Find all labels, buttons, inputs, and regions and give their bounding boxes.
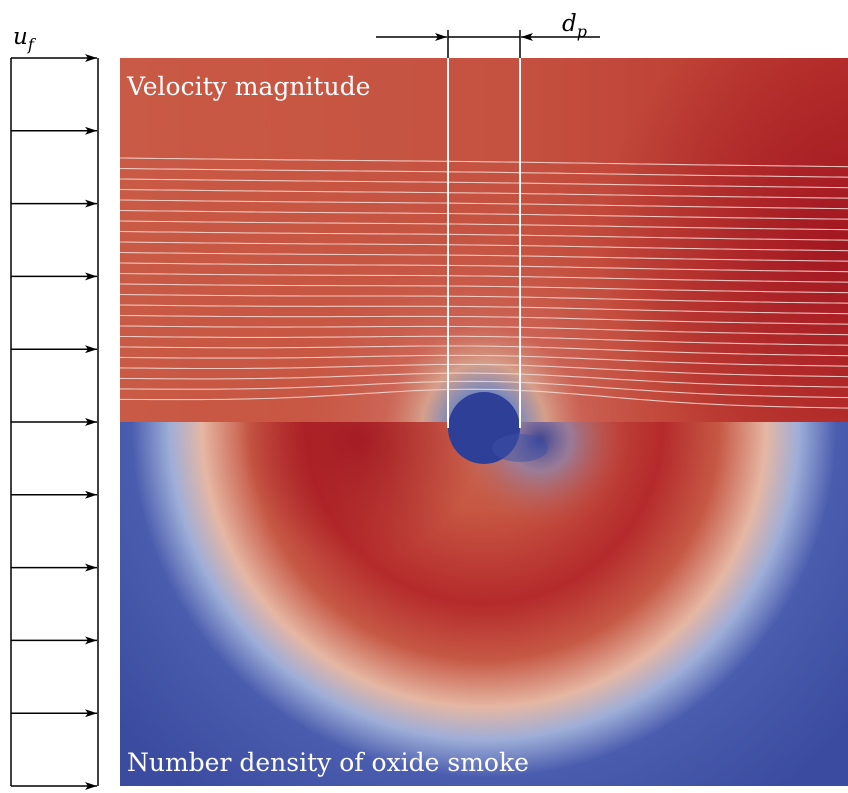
streamline xyxy=(120,372,848,388)
streamline xyxy=(120,293,848,304)
streamline xyxy=(120,325,848,336)
particle-diameter-label: dp xyxy=(562,11,587,41)
streamline xyxy=(120,209,848,220)
streamline xyxy=(120,283,848,294)
velocity-wake-region xyxy=(120,58,848,422)
velocity-panel xyxy=(120,58,848,422)
top-panel-label: Velocity magnitude xyxy=(126,72,370,101)
streamline xyxy=(120,272,848,283)
inflow-velocity-label: uf xyxy=(13,24,37,54)
inflow-arrows xyxy=(11,54,97,790)
streamline xyxy=(120,167,848,178)
particle-wake-shadow xyxy=(492,434,548,462)
streamline xyxy=(120,241,848,252)
streamline xyxy=(120,178,848,189)
bottom-panel-label: Number density of oxide smoke xyxy=(127,748,529,777)
streamline xyxy=(120,354,848,367)
inflow-profile xyxy=(10,54,99,790)
streamline xyxy=(120,199,848,210)
density-depleted-zone xyxy=(120,422,848,786)
streamline xyxy=(120,262,848,273)
particle-diameter-symbol: d xyxy=(562,11,577,37)
streamline xyxy=(120,388,848,409)
streamline xyxy=(120,363,848,378)
streamline xyxy=(120,304,848,315)
streamlines xyxy=(120,157,848,409)
particle-diameter-subscript: p xyxy=(577,22,587,41)
streamline xyxy=(120,230,848,241)
streamline xyxy=(120,220,848,231)
streamline xyxy=(120,314,848,325)
streamline xyxy=(120,188,848,199)
streamline xyxy=(120,380,848,399)
streamline xyxy=(120,251,848,262)
streamline xyxy=(120,335,848,346)
density-panel xyxy=(120,422,848,786)
streamline xyxy=(120,345,848,357)
inflow-velocity-subscript: f xyxy=(27,35,37,54)
streamline xyxy=(120,157,848,168)
inflow-velocity-symbol: u xyxy=(13,24,28,50)
